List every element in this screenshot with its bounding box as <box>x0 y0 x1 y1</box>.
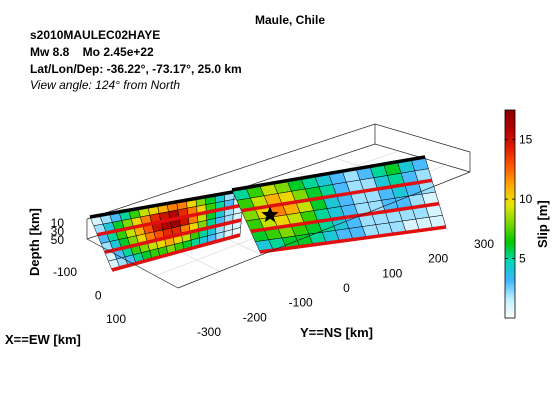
z-tick-label-0: 10 <box>51 216 65 230</box>
y-tick-label-0: -300 <box>197 325 221 339</box>
x-axis-label: X==EW [km] <box>5 332 81 347</box>
y-tick-label-4: 100 <box>382 266 402 280</box>
y-tick-label-6: 300 <box>474 237 494 251</box>
colorbar-tick-label-0: 5 <box>519 252 526 266</box>
z-tick-label-2: 50 <box>51 233 65 247</box>
x-tick-labels: -100 0 100 <box>53 265 126 326</box>
y-tick-label-3: 0 <box>343 281 350 295</box>
depth-contour-north-0 <box>96 203 244 237</box>
magnitude-line: Mw 8.8 Mo 2.45e+22 <box>30 45 154 59</box>
depth-contour-north-1 <box>104 218 242 255</box>
colorbar-ticks: 5 10 15 <box>505 133 533 266</box>
fault-patches <box>89 155 447 272</box>
z-axis-label: Depth [km] <box>27 208 42 276</box>
fault-top-trace-north <box>89 188 245 219</box>
axes-box-front <box>86 171 471 289</box>
y-tick-label-5: 200 <box>428 252 448 266</box>
view-angle-line: View angle: 124° from North <box>30 78 180 92</box>
fault-top-trace-south <box>231 155 426 192</box>
x-tick-label-2: 100 <box>106 312 126 326</box>
x-tick-label-1: 0 <box>95 289 102 303</box>
colorbar-tick-label-2: 15 <box>519 133 533 147</box>
z-tick-label-1: 30 <box>51 225 65 239</box>
event-id: s2010MAULEC02HAYE <box>30 28 160 42</box>
colorbar <box>504 109 516 319</box>
y-axis-label: Y==NS [km] <box>300 325 373 340</box>
location-line: Lat/Lon/Dep: -36.22°, -73.17°, 25.0 km <box>30 62 242 76</box>
y-tick-label-2: -100 <box>289 296 313 310</box>
x-tick-label-0: -100 <box>53 265 77 279</box>
depth-contour-south-1 <box>250 201 440 234</box>
chart-title: Maule, Chile <box>255 13 325 27</box>
epicenter-star-icon <box>261 206 279 223</box>
y-tick-labels: -300 -200 -100 0 100 200 300 <box>197 237 494 339</box>
colorbar-label: Slip [m] <box>535 200 550 248</box>
depth-contour-south-2 <box>259 225 447 254</box>
y-tick-label-1: -200 <box>243 310 267 324</box>
colorbar-tick-label-1: 10 <box>519 192 533 206</box>
depth-contour-south-0 <box>241 178 433 213</box>
